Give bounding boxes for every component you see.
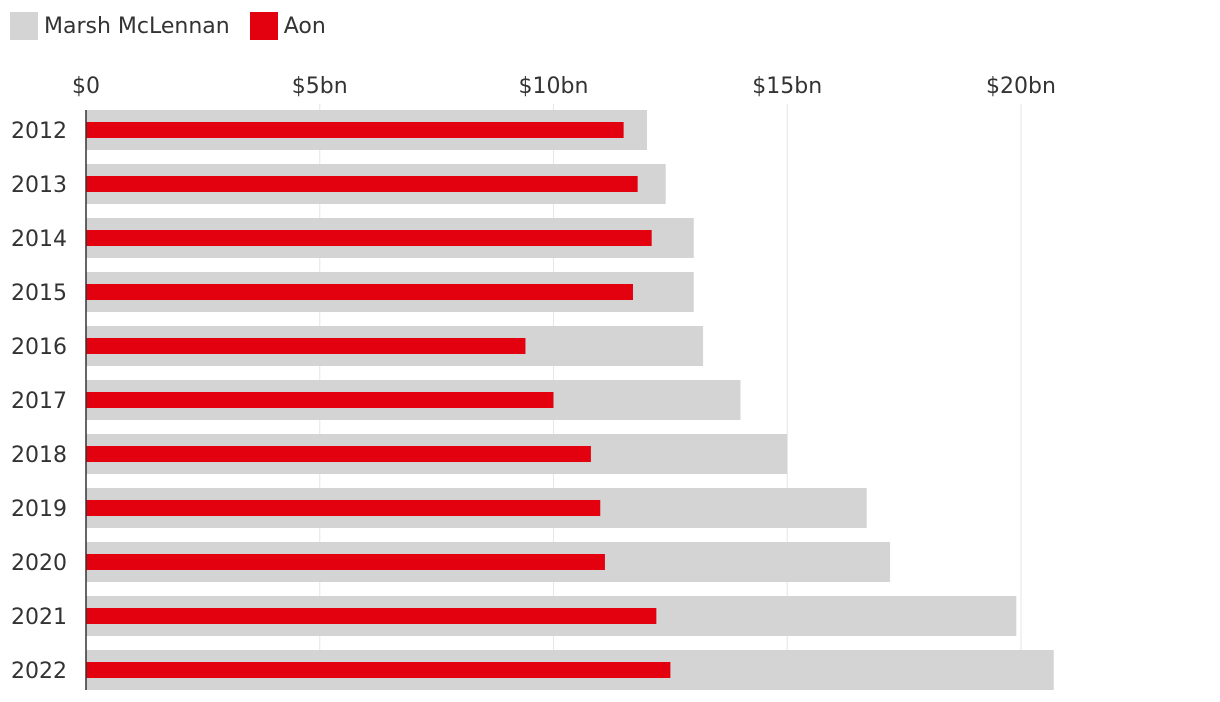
y-tick-label: 2020 (11, 551, 67, 576)
y-tick-label: 2012 (11, 119, 67, 144)
bar-aon-2015 (86, 284, 633, 300)
x-tick-label: $15bn (752, 74, 822, 99)
chart-legend: Marsh McLennan Aon (10, 12, 346, 40)
x-tick-label: $0 (72, 74, 100, 99)
bar-aon-2013 (86, 176, 638, 192)
y-tick-label: 2013 (11, 173, 67, 198)
bar-aon-2019 (86, 500, 601, 516)
bar-aon-2012 (86, 122, 624, 138)
legend-item-marsh: Marsh McLennan (10, 12, 230, 40)
bar-aon-2018 (86, 446, 591, 462)
legend-label-aon: Aon (283, 13, 326, 39)
bar-aon-2017 (86, 392, 554, 408)
y-tick-label: 2021 (11, 605, 67, 630)
bar-aon-2016 (86, 338, 526, 354)
y-tick-label: 2017 (11, 389, 67, 414)
y-tick-label: 2019 (11, 497, 67, 522)
legend-swatch-marsh (10, 12, 38, 40)
legend-item-aon: Aon (249, 12, 326, 40)
y-tick-label: 2014 (11, 227, 67, 252)
bar-aon-2022 (86, 662, 671, 678)
y-tick-label: 2022 (11, 659, 67, 684)
bar-aon-2020 (86, 554, 605, 570)
y-tick-label: 2016 (11, 335, 67, 360)
y-tick-label: 2015 (11, 281, 67, 306)
x-tick-label: $5bn (292, 74, 348, 99)
bar-aon-2014 (86, 230, 652, 246)
x-tick-label: $10bn (519, 74, 589, 99)
x-tick-label: $20bn (986, 74, 1056, 99)
legend-label-marsh: Marsh McLennan (44, 13, 230, 39)
y-tick-label: 2018 (11, 443, 67, 468)
bar-aon-2021 (86, 608, 657, 624)
legend-swatch-aon (249, 12, 278, 40)
